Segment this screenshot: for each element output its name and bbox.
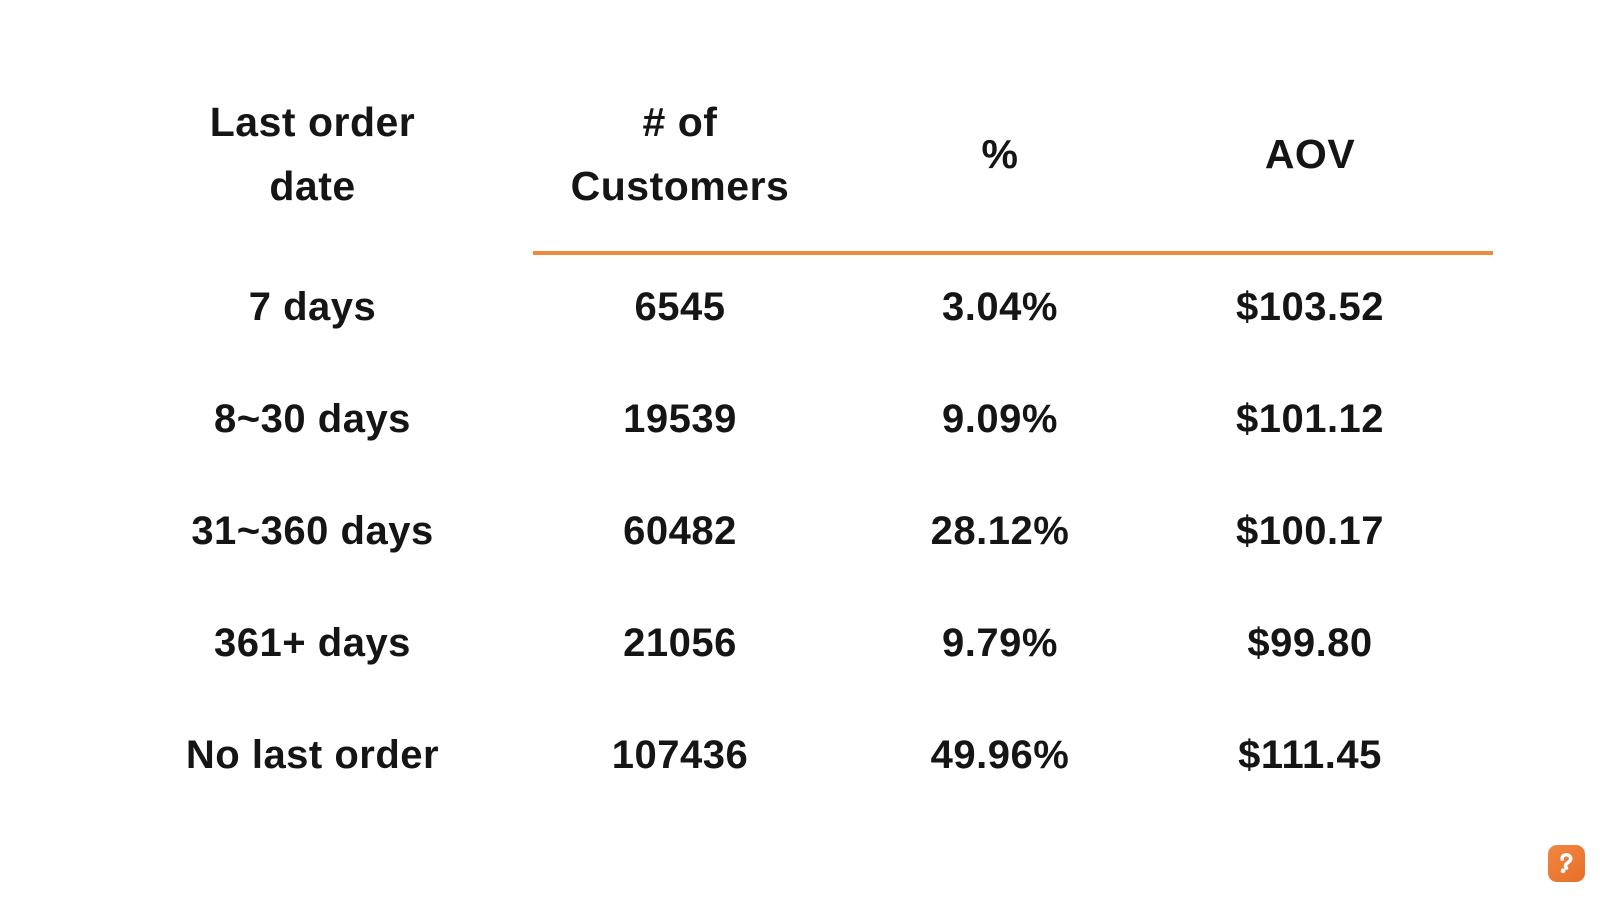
cell-last-order-date: 361+ days (214, 620, 411, 665)
cell-aov: $99.80 (1247, 620, 1373, 665)
table-row: No last order 107436 49.96% $111.45 (120, 699, 1475, 811)
column-header-customers: # of Customers (505, 91, 855, 218)
cell-customers: 19539 (623, 396, 737, 441)
table-row: 7 days 6545 3.04% $103.52 (120, 251, 1475, 363)
column-header-last-order-date: Last order date (120, 91, 505, 218)
column-header-percent: % (855, 123, 1145, 187)
column-header-aov: AOV (1145, 123, 1475, 187)
cell-last-order-date: No last order (185, 732, 440, 777)
cell-percent: 9.79% (942, 620, 1058, 665)
table-row: 361+ days 21056 9.79% $99.80 (120, 587, 1475, 699)
column-header-label: % (981, 130, 1019, 177)
cell-last-order-date: 8~30 days (214, 396, 411, 441)
cell-percent: 49.96% (930, 732, 1070, 777)
cell-customers: 107436 (611, 732, 749, 777)
cell-last-order-date: 31~360 days (191, 508, 434, 553)
cell-aov: $111.45 (1238, 732, 1382, 777)
cell-aov: $103.52 (1235, 284, 1385, 329)
column-header-label: # of Customers (570, 98, 790, 209)
table-row: 31~360 days 60482 28.12% $100.17 (120, 475, 1475, 587)
shoplazza-logo-icon (1548, 845, 1585, 882)
customer-recency-table: Last order date # of Customers % AOV 7 d… (120, 0, 1475, 811)
header-divider-line (533, 251, 1493, 255)
cell-customers: 21056 (623, 620, 737, 665)
cell-percent: 3.04% (942, 284, 1058, 329)
cell-percent: 28.12% (930, 508, 1070, 553)
table-row: 8~30 days 19539 9.09% $101.12 (120, 363, 1475, 475)
column-header-label: Last order date (209, 98, 416, 209)
cell-last-order-date: 7 days (248, 284, 377, 329)
cell-customers: 60482 (623, 508, 737, 553)
cell-customers: 6545 (634, 284, 726, 329)
cell-percent: 9.09% (942, 396, 1058, 441)
column-header-label: AOV (1264, 130, 1356, 177)
table-header-row: Last order date # of Customers % AOV (120, 0, 1475, 251)
cell-aov: $101.12 (1235, 396, 1385, 441)
cell-aov: $100.17 (1235, 508, 1385, 553)
